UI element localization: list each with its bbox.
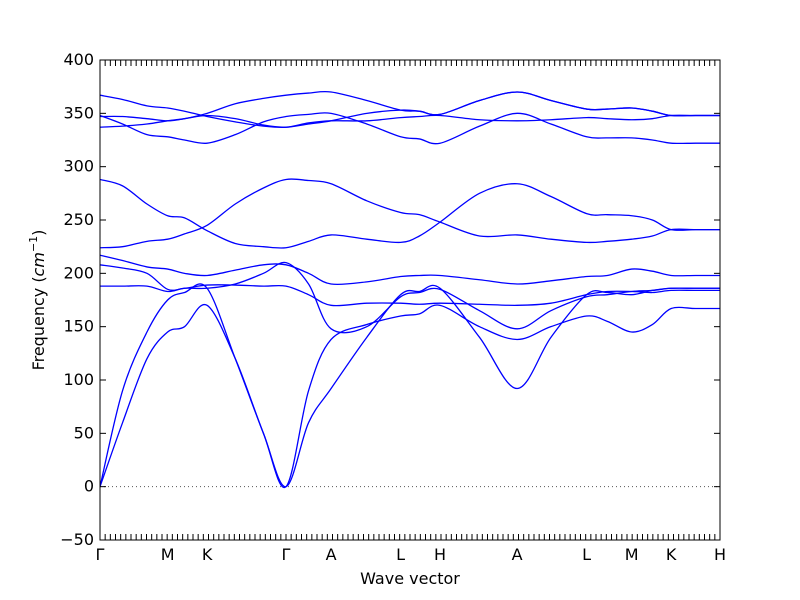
y-tick-label: 200 (63, 263, 94, 282)
band-line-5 (100, 254, 720, 286)
y-tick-label: 250 (63, 210, 94, 229)
y-tick-label: 350 (63, 103, 94, 122)
y-tick-label: 0 (84, 477, 94, 496)
x-tick-label: H (714, 545, 726, 564)
band-lines (100, 90, 720, 489)
y-axis-ticks: −50 0 50 100 150 200 250 300 350 400 (60, 50, 720, 549)
x-tick-label: L (396, 545, 405, 564)
y-axis-label-suffix: ) (29, 230, 48, 236)
y-tick-label: 50 (74, 423, 94, 442)
x-tick-label: A (512, 545, 523, 564)
band-line-11 (100, 90, 720, 122)
band-line-7 (100, 178, 720, 249)
y-axis-label-unit: cm (29, 252, 48, 276)
x-tick-label: Γ (96, 545, 105, 564)
band-line-1 (100, 283, 720, 488)
x-tick-label: A (326, 545, 337, 564)
y-tick-label: 100 (63, 370, 94, 389)
y-tick-label: 400 (63, 50, 94, 69)
band-line-6 (100, 178, 720, 249)
x-axis-label: Wave vector (360, 569, 460, 588)
y-axis-label: Frequency (cm−1) (27, 230, 48, 371)
x-tick-label: M (625, 545, 639, 564)
y-tick-label: −50 (60, 530, 94, 549)
x-tick-label: K (202, 545, 213, 564)
plot-area (100, 60, 720, 540)
plot-background (100, 60, 720, 540)
band-line-9 (100, 112, 720, 145)
x-tick-label: M (161, 545, 175, 564)
band-line-2 (100, 303, 720, 489)
x-tick-label: K (666, 545, 677, 564)
band-line-4 (100, 264, 720, 307)
y-tick-label: 300 (63, 157, 94, 176)
x-tick-label: Γ (282, 545, 291, 564)
y-axis-label-exponent: −1 (27, 236, 40, 252)
x-tick-label: H (434, 545, 446, 564)
x-tick-label: L (582, 545, 591, 564)
y-tick-label: 150 (63, 317, 94, 336)
y-axis-label-prefix: Frequency ( (29, 276, 48, 370)
